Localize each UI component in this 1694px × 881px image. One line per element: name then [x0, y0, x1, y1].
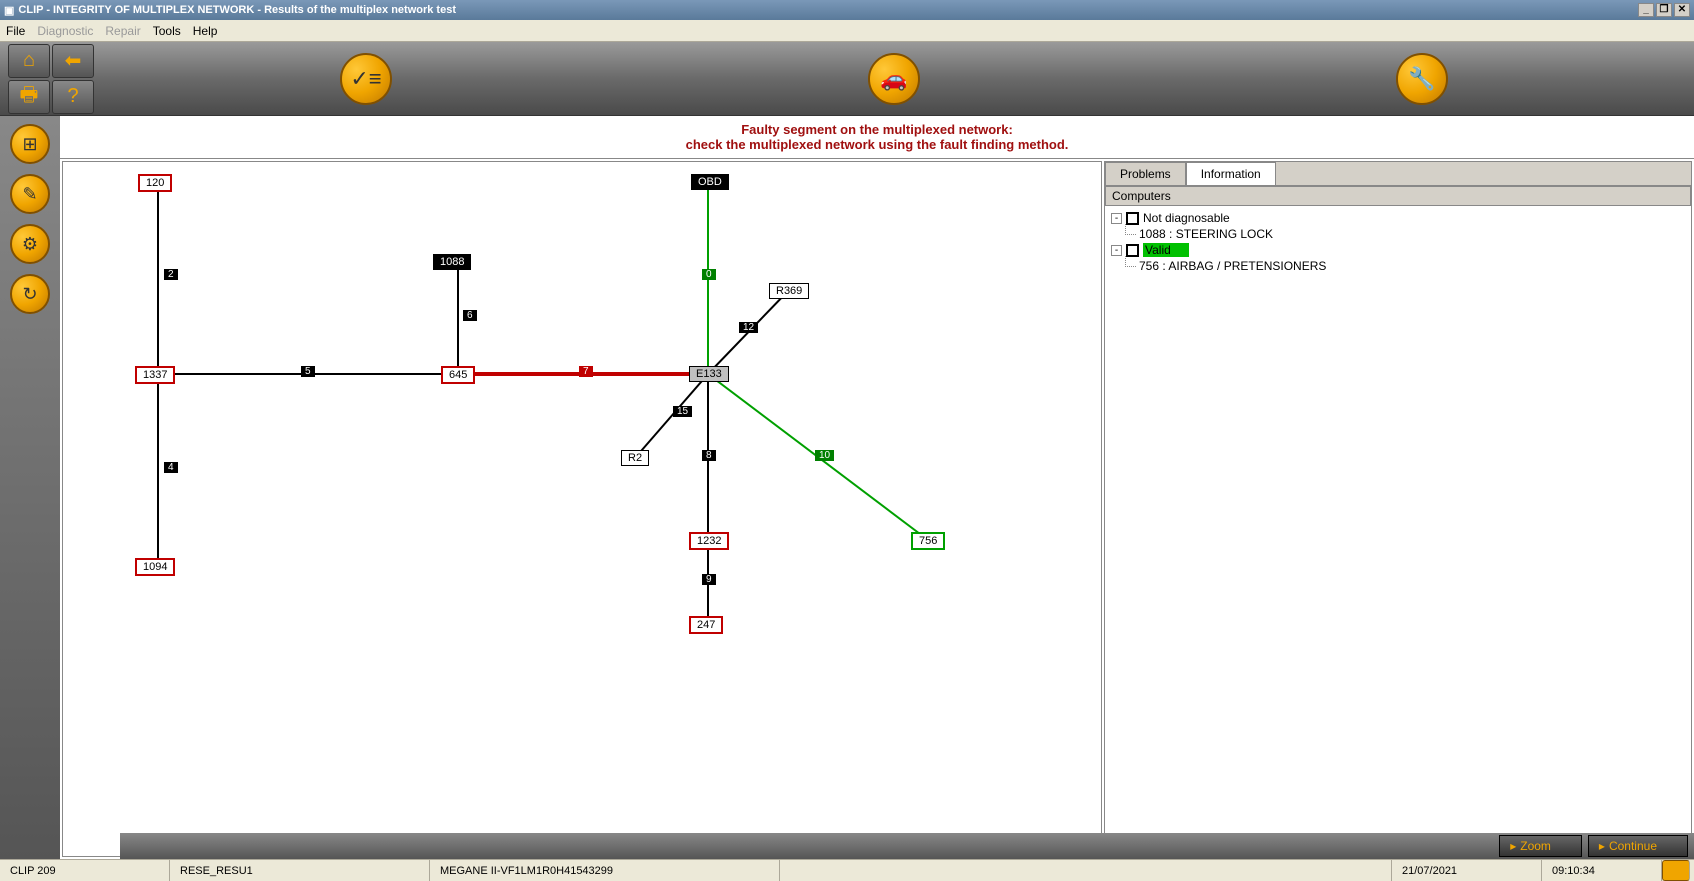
status-context: RESE_RESU1: [170, 860, 430, 881]
main-toolbar: ⌂ ⬅ 🖶 ? ✓≡ 🚗 🔧: [0, 42, 1694, 116]
side-network-button[interactable]: ⊞: [10, 124, 50, 164]
continue-label: Continue: [1609, 839, 1657, 853]
warning-line-1: Faulty segment on the multiplexed networ…: [66, 122, 1688, 137]
title-bar: ▣ CLIP - INTEGRITY OF MULTIPLEX NETWORK …: [0, 0, 1694, 20]
node-756[interactable]: 756: [911, 532, 945, 550]
node-1232[interactable]: 1232: [689, 532, 729, 550]
home-icon: ⌂: [23, 49, 35, 72]
menu-bar: File Diagnostic Repair Tools Help: [0, 20, 1694, 42]
tree-label: 1088 : STEERING LOCK: [1139, 227, 1273, 241]
zoom-label: Zoom: [1520, 839, 1551, 853]
segment-label-9: 9: [702, 574, 716, 585]
print-icon: 🖶: [20, 80, 39, 114]
tree-not-diagnosable[interactable]: - Not diagnosable: [1111, 210, 1685, 226]
left-sidebar: ⊞ ✎ ⚙ ↻: [0, 116, 60, 859]
segment-label-8: 8: [702, 450, 716, 461]
segment-label-4: 4: [164, 462, 178, 473]
expander-icon[interactable]: -: [1111, 245, 1122, 256]
wrench-icon: 🔧: [1408, 66, 1435, 92]
checklist-button[interactable]: ✓≡: [340, 53, 392, 105]
tree-label: Not diagnosable: [1143, 211, 1230, 225]
expander-icon[interactable]: -: [1111, 213, 1122, 224]
checklist-icon: ✓≡: [350, 66, 381, 92]
computers-tree: - Not diagnosable 1088 : STEERING LOCK -…: [1105, 206, 1691, 278]
menu-tools[interactable]: Tools: [153, 24, 181, 38]
segment-label-12: 12: [739, 322, 758, 333]
tree-label: Valid: [1143, 243, 1189, 257]
node-645[interactable]: 645: [441, 366, 475, 384]
segment-label-5: 5: [301, 366, 315, 377]
panel-header: Computers: [1105, 186, 1691, 206]
menu-repair[interactable]: Repair: [105, 24, 140, 38]
node-1088[interactable]: 1088: [433, 254, 471, 270]
tools-button[interactable]: 🔧: [1396, 53, 1448, 105]
minimize-button[interactable]: _: [1638, 3, 1654, 17]
status-bar: CLIP 209 RESE_RESU1 MEGANE II-VF1LM1R0H4…: [0, 859, 1694, 881]
help-button[interactable]: ?: [52, 80, 94, 114]
segment-label-7: 7: [579, 366, 593, 377]
vehicle-button[interactable]: 🚗: [868, 53, 920, 105]
status-spacer: [780, 860, 1392, 881]
side-config-button[interactable]: ⚙: [10, 224, 50, 264]
status-date: 21/07/2021: [1392, 860, 1542, 881]
window-title: CLIP - INTEGRITY OF MULTIPLEX NETWORK - …: [18, 4, 456, 16]
segment-label-10: 10: [815, 450, 834, 461]
refresh-icon: ↻: [22, 284, 37, 305]
vehicle-icon: 🚗: [880, 66, 907, 92]
tab-problems[interactable]: Problems: [1105, 162, 1186, 185]
node-1337[interactable]: 1337: [135, 366, 175, 384]
node-OBD[interactable]: OBD: [691, 174, 729, 190]
help-icon: ?: [67, 85, 78, 108]
status-time: 09:10:34: [1542, 860, 1662, 881]
close-button[interactable]: ✕: [1674, 3, 1690, 17]
warning-banner: Faulty segment on the multiplexed networ…: [60, 116, 1694, 158]
status-clip: CLIP 209: [0, 860, 170, 881]
zoom-button[interactable]: Zoom: [1499, 835, 1582, 857]
status-connection-icon: [1662, 860, 1690, 881]
menu-help[interactable]: Help: [193, 24, 218, 38]
app-icon: ▣: [4, 4, 14, 17]
node-R2[interactable]: R2: [621, 450, 649, 466]
network-diagram[interactable]: 2 4 5 6 7 0 12 15 8 10 9 120 1088 OBD R369 1337 645 E133 R…: [62, 161, 1102, 857]
segment-label-2: 2: [164, 269, 178, 280]
segment-label-15: 15: [673, 406, 692, 417]
node-120[interactable]: 120: [138, 174, 172, 192]
diagram-edges: [63, 162, 1101, 856]
side-refresh-button[interactable]: ↻: [10, 274, 50, 314]
side-edit-button[interactable]: ✎: [10, 174, 50, 214]
node-1094[interactable]: 1094: [135, 558, 175, 576]
segment-label-6: 6: [463, 310, 477, 321]
node-R369[interactable]: R369: [769, 283, 809, 299]
node-247[interactable]: 247: [689, 616, 723, 634]
checkbox-icon[interactable]: [1126, 212, 1139, 225]
menu-diagnostic[interactable]: Diagnostic: [37, 24, 93, 38]
node-E133[interactable]: E133: [689, 366, 729, 382]
edit-icon: ✎: [22, 184, 37, 205]
maximize-button[interactable]: ❐: [1656, 3, 1672, 17]
network-icon: ⊞: [22, 134, 37, 155]
tree-item-1088[interactable]: 1088 : STEERING LOCK: [1111, 226, 1685, 242]
info-panel: Problems Information Computers - Not dia…: [1104, 161, 1692, 857]
checkbox-icon[interactable]: [1126, 244, 1139, 257]
print-button[interactable]: 🖶: [8, 80, 50, 114]
tree-valid[interactable]: - Valid: [1111, 242, 1685, 258]
sliders-icon: ⚙: [22, 234, 38, 255]
segment-label-0: 0: [702, 269, 716, 280]
menu-file[interactable]: File: [6, 24, 25, 38]
back-button[interactable]: ⬅: [52, 44, 94, 78]
continue-button[interactable]: Continue: [1588, 835, 1688, 857]
home-button[interactable]: ⌂: [8, 44, 50, 78]
back-icon: ⬅: [65, 48, 82, 73]
action-bar: Zoom Continue: [120, 833, 1694, 859]
tab-information[interactable]: Information: [1186, 162, 1276, 185]
warning-line-2: check the multiplexed network using the …: [66, 137, 1688, 152]
status-vehicle: MEGANE II-VF1LM1R0H41543299: [430, 860, 780, 881]
tree-item-756[interactable]: 756 : AIRBAG / PRETENSIONERS: [1111, 258, 1685, 274]
tree-label: 756 : AIRBAG / PRETENSIONERS: [1139, 259, 1326, 273]
